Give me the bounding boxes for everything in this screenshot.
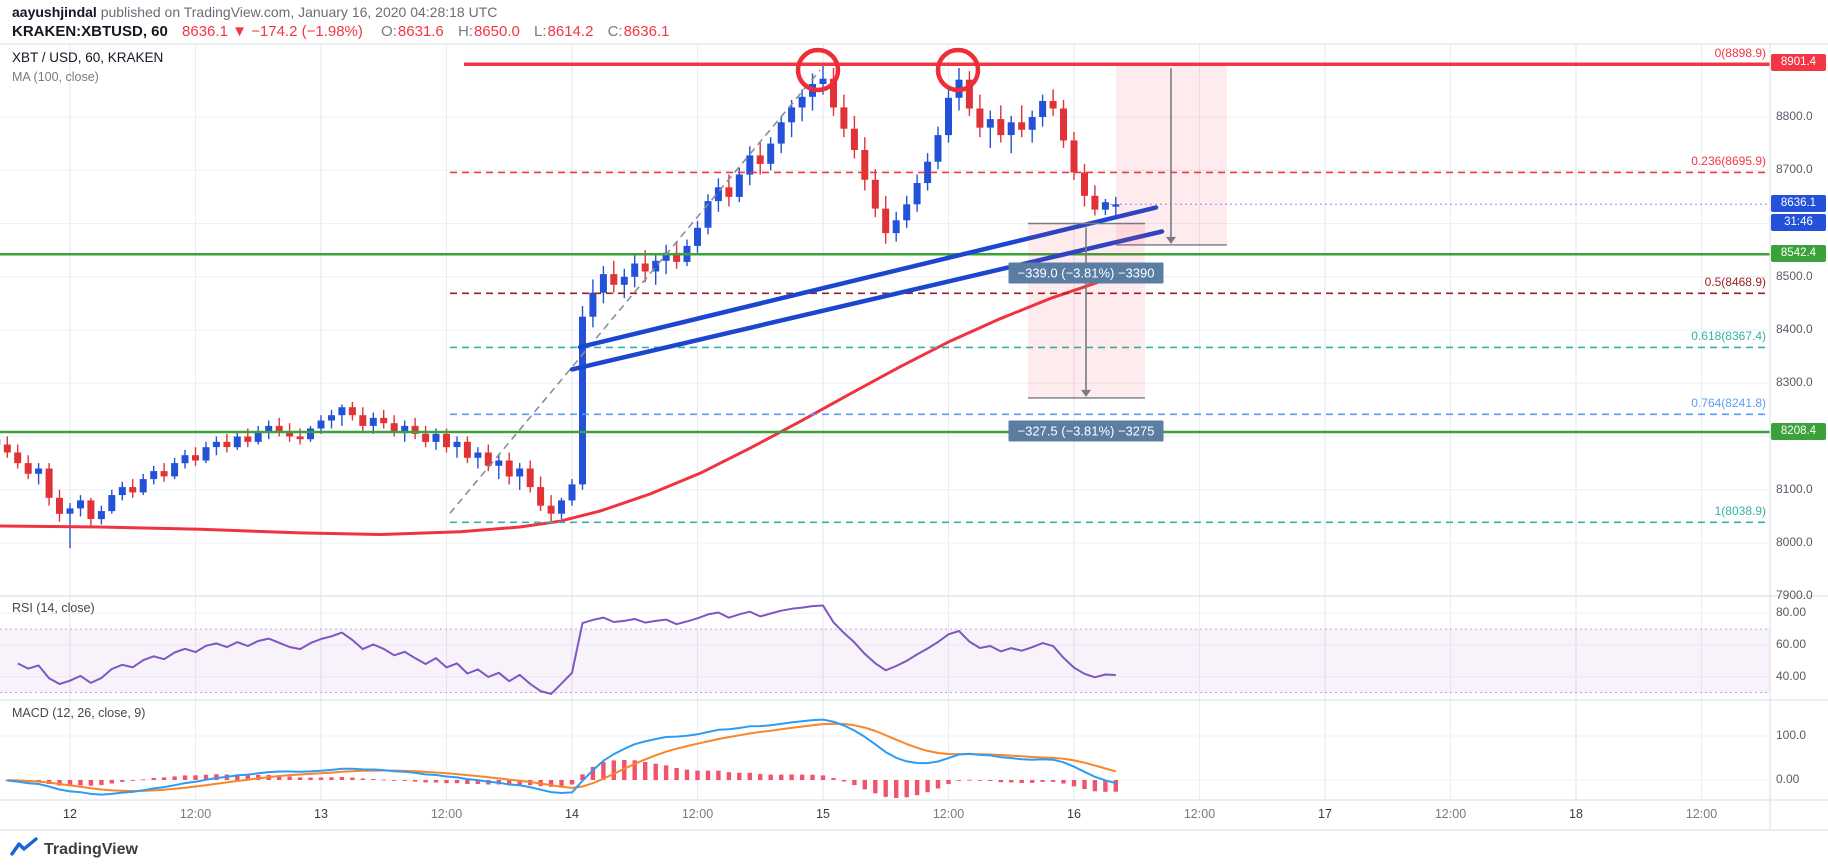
publish-info: published on TradingView.com, January 16… [96,4,498,20]
symbol-title: KRAKEN:XBTUSD, 60 [12,23,168,40]
rsi-legend: RSI (14, close) [12,601,95,615]
ma-legend: MA (100, close) [12,70,99,84]
down-arrow-icon: ▼ [232,23,247,40]
measure-label-lower: −327.5 (−3.81%) −3275 [1008,420,1164,442]
ohlc-close: C:8636.1 [607,23,670,40]
ohlc-low: L:8614.2 [534,23,594,40]
macd-legend: MACD (12, 26, close, 9) [12,706,146,720]
tradingview-branding[interactable]: TradingView [10,837,138,863]
price-change: −174.2 (−1.98%) [251,23,363,40]
chart-header: aayushjindal published on TradingView.co… [12,4,679,40]
last-price-text: 8636.1 [182,23,228,40]
main-pane-legend: XBT / USD, 60, KRAKEN [12,50,164,65]
author-name[interactable]: aayushjindal [12,4,97,20]
ohlc-high: H:8650.0 [457,23,520,40]
measure-label-upper: −339.0 (−3.81%) −3390 [1008,262,1164,284]
tradingview-logo-icon [10,837,38,863]
quote-line: KRAKEN:XBTUSD, 60 8636.1 ▼ −174.2 (−1.98… [12,23,679,40]
tradingview-logo-text: TradingView [44,841,138,858]
byline: aayushjindal published on TradingView.co… [12,4,679,22]
ohlc-open: O:8631.6 [381,23,444,40]
